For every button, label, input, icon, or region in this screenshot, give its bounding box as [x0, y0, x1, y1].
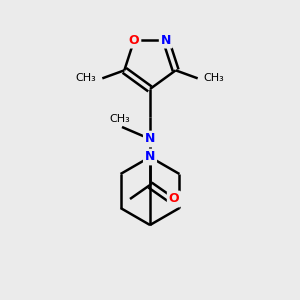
Text: CH₃: CH₃: [204, 73, 224, 83]
Text: N: N: [145, 133, 155, 146]
Text: CH₃: CH₃: [110, 114, 130, 124]
Text: N: N: [145, 151, 155, 164]
Text: N: N: [161, 34, 171, 47]
Text: CH₃: CH₃: [76, 73, 96, 83]
Text: O: O: [169, 193, 179, 206]
Text: O: O: [129, 34, 140, 47]
